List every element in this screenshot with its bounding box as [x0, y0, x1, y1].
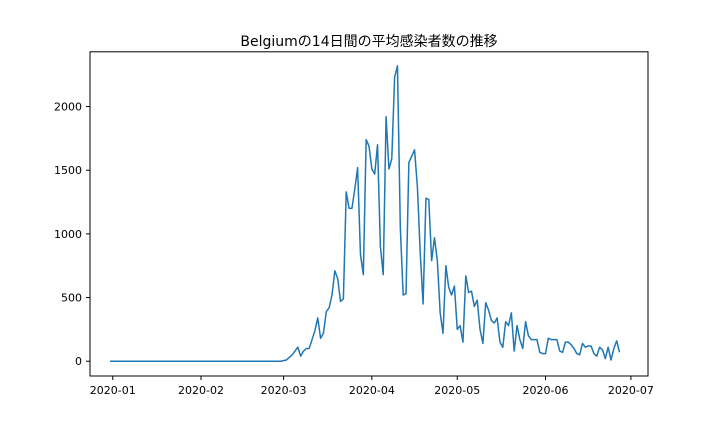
- x-tick-label: 2020-01: [90, 384, 136, 397]
- x-tick-label: 2020-06: [523, 384, 569, 397]
- x-tick-label: 2020-07: [608, 384, 654, 397]
- x-axis: 2020-01 2020-02 2020-03 2020-04 2020-05 2020-…: [90, 376, 654, 397]
- y-tick-label: 0: [75, 355, 82, 368]
- plot-frame: [89, 51, 649, 377]
- y-tick-label: 2000: [54, 101, 82, 114]
- series-line-0: [109, 65, 621, 362]
- chart-title: Belgiumの14日間の平均感染者数の推移: [240, 33, 497, 50]
- x-tick-label: 2020-03: [261, 384, 307, 397]
- series-layer: [109, 65, 621, 362]
- x-tick-label: 2020-02: [178, 384, 224, 397]
- x-tick-label: 2020-04: [349, 384, 395, 397]
- y-axis: 0 500 1000 1500 2000: [54, 101, 90, 368]
- y-tick-label: 500: [61, 292, 82, 305]
- y-tick-label: 1500: [54, 164, 82, 177]
- x-tick-label: 2020-05: [434, 384, 480, 397]
- y-tick-label: 1000: [54, 228, 82, 241]
